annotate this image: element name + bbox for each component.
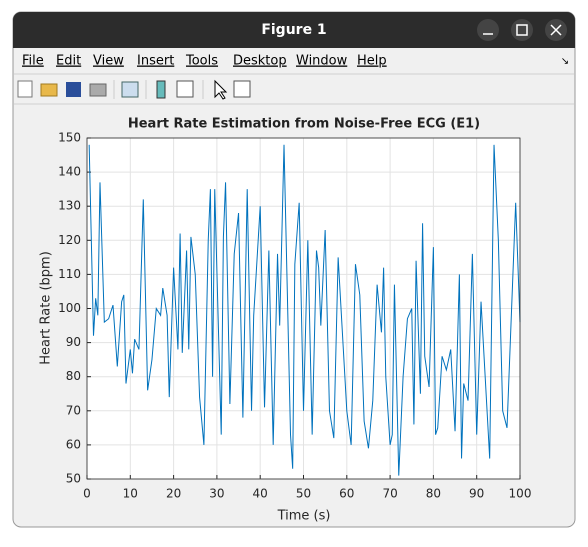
chart-title: Heart Rate Estimation from Noise-Free EC… — [128, 117, 480, 132]
x-tick-label: 100 — [509, 487, 532, 501]
tool-property[interactable] — [233, 80, 251, 98]
toolbar — [17, 79, 251, 100]
y-tick-label: 100 — [58, 301, 81, 315]
x-tick-label: 10 — [123, 487, 138, 501]
minimize-button[interactable] — [477, 19, 499, 41]
maximize-icon — [516, 24, 528, 36]
menu-item[interactable]: View — [93, 54, 124, 69]
tool-print[interactable] — [89, 83, 107, 97]
x-tick-label: 70 — [382, 487, 397, 501]
x-tick-label: 90 — [469, 487, 484, 501]
y-tick-label: 110 — [58, 267, 81, 281]
x-tick-label: 50 — [296, 487, 311, 501]
y-tick-label: 140 — [58, 165, 81, 179]
menu-item[interactable]: Window — [296, 54, 348, 69]
menu-item[interactable]: Edit — [56, 54, 81, 69]
menu-item[interactable]: Tools — [185, 54, 218, 69]
x-tick-label: 20 — [166, 487, 181, 501]
axes-box — [86, 137, 521, 480]
tool-colorbar[interactable] — [156, 80, 166, 99]
x-tick-label: 0 — [83, 487, 91, 501]
y-tick-label: 120 — [58, 233, 81, 247]
y-tick-label: 50 — [66, 472, 81, 486]
dock-icon[interactable]: ↘ — [561, 56, 569, 67]
y-axis-label: Heart Rate (bpm) — [39, 251, 54, 365]
y-tick-label: 150 — [58, 131, 81, 145]
maximize-button[interactable] — [511, 19, 533, 41]
close-icon — [550, 24, 562, 36]
tool-new[interactable] — [17, 80, 33, 98]
title-bar — [13, 12, 575, 48]
menu-item[interactable]: File — [22, 54, 44, 69]
tool-link[interactable] — [121, 81, 139, 98]
tool-pointer[interactable] — [214, 79, 228, 100]
tool-save[interactable] — [66, 82, 81, 97]
x-tick-label: 40 — [253, 487, 268, 501]
window-title: Figure 1 — [261, 22, 326, 38]
x-axis-label: Time (s) — [277, 509, 331, 524]
y-tick-label: 90 — [66, 335, 81, 349]
x-tick-label: 60 — [339, 487, 354, 501]
menu-item[interactable]: Help — [357, 54, 387, 69]
y-tick-label: 130 — [58, 199, 81, 213]
menu-item[interactable]: Insert — [137, 54, 174, 69]
x-tick-label: 80 — [426, 487, 441, 501]
y-tick-label: 70 — [66, 403, 81, 417]
y-tick-label: 60 — [66, 437, 81, 451]
tool-open[interactable] — [40, 83, 58, 97]
tool-legend[interactable] — [176, 80, 194, 98]
y-tick-label: 80 — [66, 369, 81, 383]
x-tick-label: 30 — [209, 487, 224, 501]
menu-item[interactable]: Desktop — [233, 54, 287, 69]
data-line — [88, 144, 521, 476]
